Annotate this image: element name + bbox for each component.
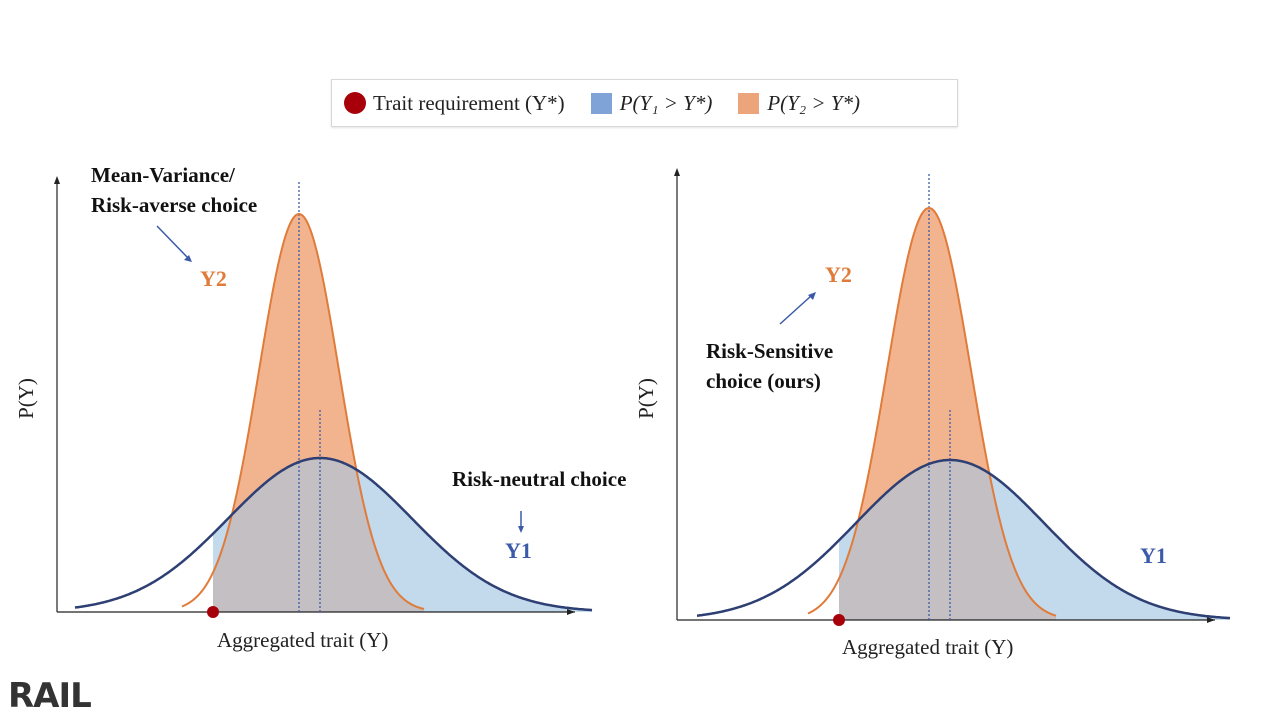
y-axis-label-left: P(Y) xyxy=(13,378,38,419)
right-y2-curve xyxy=(807,206,1057,617)
legend-label: P(Y₁ > Y*) xyxy=(619,90,713,115)
blue-square-icon xyxy=(590,92,612,114)
right-trait-requirement-marker xyxy=(833,614,845,626)
y1-label-right: Y1 xyxy=(1140,543,1167,568)
left-y2-curve xyxy=(181,212,425,610)
risk-averse-annotation: Mean-Variance/ Risk-averse choice xyxy=(91,163,258,217)
left-y-axis-arrow-icon xyxy=(54,176,60,184)
left-overlap-area xyxy=(213,458,424,612)
x-axis-label-left: Aggregated trait (Y) xyxy=(217,628,389,652)
risk-sensitive-arrow-icon xyxy=(779,295,812,325)
legend-item-trait-requirement: Trait requirement (Y*) xyxy=(344,91,565,116)
risk-neutral-arrowhead-icon xyxy=(518,526,524,533)
orange-square-icon xyxy=(738,92,760,114)
y2-label-left: Y2 xyxy=(200,266,227,291)
legend: Trait requirement (Y*) P(Y₁ > Y*) P(Y₂ >… xyxy=(331,79,958,127)
y2-label-right: Y2 xyxy=(825,262,852,287)
left-y1-curve xyxy=(74,456,593,612)
red-dot-icon xyxy=(344,92,366,114)
right-overlap-area xyxy=(839,460,1056,620)
legend-item-p-y1: P(Y₁ > Y*) xyxy=(590,90,713,116)
left-trait-requirement-marker xyxy=(207,606,219,618)
left-x-axis-arrow-icon xyxy=(567,609,575,615)
y1-label-left: Y1 xyxy=(505,538,532,563)
risk-averse-arrow-icon xyxy=(156,225,189,259)
risk-sensitive-arrowhead-icon xyxy=(808,292,816,300)
rail-logo: RAIL xyxy=(8,676,92,716)
x-axis-label-right: Aggregated trait (Y) xyxy=(842,635,1014,659)
y-axis-label-right: P(Y) xyxy=(633,378,658,419)
right-y-axis-arrow-icon xyxy=(674,168,680,176)
risk-averse-arrowhead-icon xyxy=(184,255,192,262)
right-x-axis-arrow-icon xyxy=(1207,617,1215,623)
risk-sensitive-annotation: Risk-Sensitive choice (ours) xyxy=(706,339,834,393)
risk-neutral-annotation: Risk-neutral choice xyxy=(452,467,627,491)
legend-item-p-y2: P(Y₂ > Y*) xyxy=(738,91,860,116)
legend-label: Trait requirement (Y*) xyxy=(373,90,565,115)
legend-label: P(Y₂ > Y*) xyxy=(767,90,860,115)
right-y1-curve xyxy=(696,458,1231,620)
